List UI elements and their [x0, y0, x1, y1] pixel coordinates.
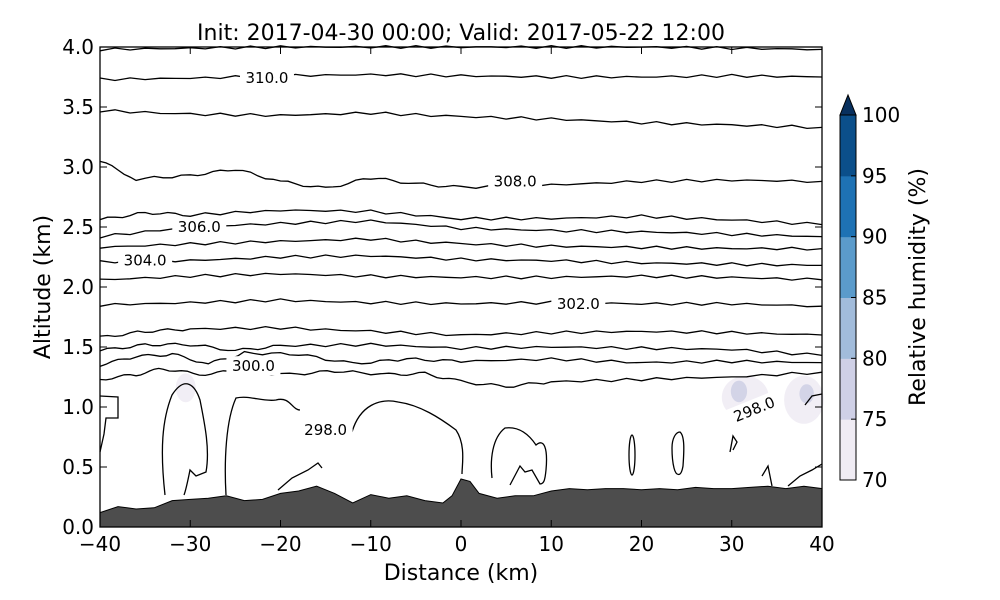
- y-axis-ticks: 0.0 0.5 1.0 1.5 2.0 2.5 3.0 3.5 4.0: [62, 35, 822, 539]
- colorbar-swatches: [840, 115, 856, 481]
- contour-label-bg: [488, 171, 543, 191]
- closed-contour: [351, 400, 464, 475]
- contour-label-bg: [725, 390, 783, 428]
- chart-title: Init: 2017-04-30 00:00; Valid: 2017-05-2…: [197, 21, 725, 46]
- contour-label: 306.0: [172, 217, 227, 236]
- y-tick-label: 2.5: [62, 215, 94, 239]
- colorbar-tick-label: 75: [862, 407, 887, 431]
- contour-label-text: 300.0: [232, 357, 275, 375]
- humidity-patch: [175, 373, 196, 403]
- isentrope-line: [99, 298, 823, 308]
- colorbar-ticks: 70 75 80 85 90 95 100: [851, 103, 900, 492]
- contour-label: 304.0: [118, 250, 173, 270]
- isentrope-line: [99, 109, 823, 130]
- closed-contour: [224, 396, 301, 496]
- x-tick-label: 10: [539, 532, 564, 556]
- contour-label: 308.0: [488, 171, 543, 191]
- colorbar-tick-label: 95: [862, 164, 887, 188]
- closed-contour: [490, 427, 548, 486]
- isentrope-line: [99, 237, 823, 251]
- x-tick-label: 40: [809, 532, 834, 556]
- colorbar: 70 75 80 85 90 95 100 Relative humidity (%): [839, 93, 931, 492]
- contour-label-text: 298.0: [304, 421, 347, 439]
- colorbar-swatch: [840, 419, 856, 481]
- x-tick-label: −20: [259, 532, 301, 556]
- contour-label-text: 304.0: [124, 252, 167, 270]
- contour-label-bg: [239, 68, 294, 88]
- closed-contour: [277, 462, 323, 491]
- x-axis-ticks: −40 −30 −20 −10 0 10 20 30 40: [79, 47, 835, 556]
- contour-label-text: 306.0: [178, 218, 221, 236]
- y-tick-label: 2.0: [62, 275, 94, 299]
- contour-label-text: 308.0: [494, 172, 537, 190]
- colorbar-tick-label: 70: [862, 468, 887, 492]
- humidity-patch: [799, 384, 814, 404]
- closed-contour: [628, 434, 636, 476]
- isentrope-line: [99, 73, 823, 82]
- contour-label: 300.0: [226, 356, 281, 376]
- contour-label-bg: [226, 356, 281, 376]
- colorbar-swatch: [840, 236, 856, 298]
- contour-label: 302.0: [551, 293, 606, 313]
- y-tick-label: 1.5: [62, 335, 94, 359]
- colorbar-swatch: [840, 175, 856, 238]
- colorbar-swatch: [840, 115, 856, 177]
- closed-contour: [761, 464, 773, 487]
- colorbar-extend-arrow: [839, 93, 857, 116]
- closed-contour: [729, 434, 738, 453]
- contour-label-text: 310.0: [245, 69, 288, 87]
- isentrope-line: [99, 342, 823, 357]
- closed-contour: [671, 431, 685, 476]
- closed-contour: [99, 395, 119, 453]
- contour-label-bg: [118, 250, 173, 270]
- contour-label-bg: [298, 419, 353, 439]
- isentrope-line: [99, 209, 823, 226]
- closed-contour: [161, 383, 209, 496]
- contour-label: 310.0: [239, 68, 294, 88]
- contour-label-text: 302.0: [557, 295, 600, 313]
- isentrope-line: [99, 367, 823, 388]
- colorbar-tick-label: 90: [862, 225, 887, 249]
- x-tick-label: −40: [79, 532, 121, 556]
- colorbar-swatch: [840, 358, 856, 420]
- terrain: [99, 478, 823, 528]
- y-tick-label: 0.0: [62, 515, 94, 539]
- colorbar-tick-label: 100: [862, 103, 900, 127]
- y-tick-label: 1.0: [62, 395, 94, 419]
- isentrope-line: [99, 160, 823, 189]
- colorbar-tick-label: 85: [862, 286, 887, 310]
- x-tick-label: 20: [629, 532, 654, 556]
- isentrope-line: [99, 254, 822, 267]
- contour-label-bg: [551, 293, 606, 313]
- isentrope-line: [99, 272, 823, 281]
- x-axis-label: Distance (km): [384, 561, 539, 586]
- contour-label: 298.0: [298, 419, 353, 439]
- closed-contour: [804, 393, 823, 406]
- x-tick-label: −10: [350, 532, 392, 556]
- humidity-patch: [730, 380, 748, 403]
- plot-background: [100, 47, 822, 527]
- y-tick-label: 4.0: [62, 35, 94, 59]
- y-tick-label: 3.0: [62, 155, 94, 179]
- colorbar-tick-label: 80: [862, 346, 887, 370]
- isentrope-line: [99, 325, 823, 338]
- contour-label-bg: [172, 217, 227, 236]
- colorbar-swatch: [840, 297, 856, 359]
- y-tick-label: 3.5: [62, 95, 94, 119]
- x-tick-label: 30: [719, 532, 744, 556]
- colorbar-label: Relative humidity (%): [906, 168, 931, 406]
- y-tick-label: 0.5: [62, 455, 94, 479]
- x-tick-label: 0: [455, 532, 468, 556]
- isentrope-line: [99, 350, 823, 368]
- y-axis-label: Altitude (km): [31, 215, 56, 359]
- x-tick-label: −30: [169, 532, 211, 556]
